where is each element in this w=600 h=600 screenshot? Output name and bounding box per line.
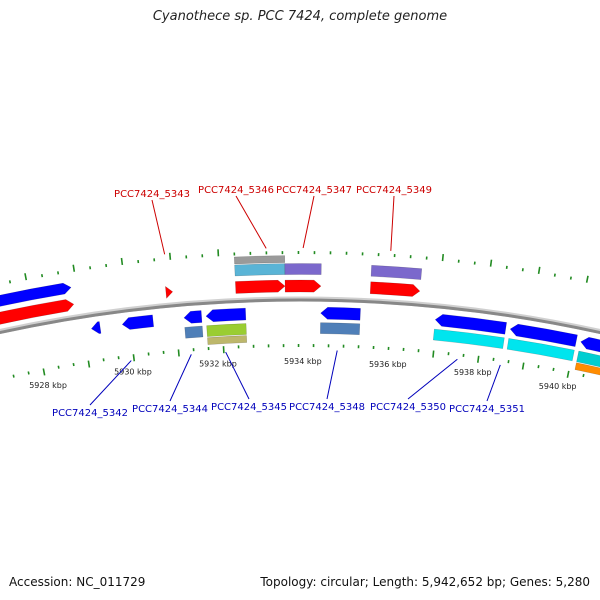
leader-line xyxy=(151,199,166,255)
gene-feature xyxy=(206,323,247,337)
gene-feature xyxy=(184,325,204,339)
inner-tick xyxy=(566,370,570,378)
leader-line xyxy=(302,195,315,249)
outer-tick xyxy=(553,273,556,277)
gene-feature xyxy=(205,307,247,322)
inner-tick xyxy=(57,365,60,369)
genome-summary: Topology: circular; Length: 5,942,652 bp… xyxy=(260,575,590,589)
gene-feature xyxy=(0,299,75,325)
inner-tick xyxy=(552,367,555,372)
gene-feature xyxy=(235,279,286,294)
accession-text: Accession: NC_011729 xyxy=(9,575,146,589)
inner-tick xyxy=(476,355,480,363)
inner-tick xyxy=(12,374,15,378)
inner-tick xyxy=(582,373,585,378)
label-layer: PCC7424_5343 PCC7424_5346 PCC7424_5347 PCC7… xyxy=(52,185,525,419)
outer-tick xyxy=(489,259,493,267)
backbone-layer xyxy=(0,296,600,335)
outer-tick xyxy=(168,252,172,260)
ruler-tick-label: 5928 kbp xyxy=(29,381,67,390)
outer-tick xyxy=(537,266,541,274)
ruler-tick-label: 5940 kbp xyxy=(539,382,577,391)
leader-line xyxy=(486,364,501,402)
inner-tick xyxy=(432,350,435,358)
gene-label-top: PCC7424_5343 xyxy=(114,189,190,200)
gene-feature xyxy=(233,255,286,265)
gene-feature xyxy=(207,335,248,345)
leader-line xyxy=(390,195,395,251)
leader-line xyxy=(235,195,267,249)
gene-label-bottom: PCC7424_5342 xyxy=(52,408,128,419)
gene-feature xyxy=(121,314,154,330)
gene-feature xyxy=(90,321,102,334)
leader-line xyxy=(407,358,458,400)
inner-tick xyxy=(42,368,46,376)
inner-tick xyxy=(537,365,540,369)
inner-tick xyxy=(72,362,75,367)
outer-tick xyxy=(120,257,124,266)
outer-tick xyxy=(40,274,44,278)
feature-layer xyxy=(0,255,600,376)
gene-feature xyxy=(183,310,203,324)
gene-feature xyxy=(284,263,322,275)
inner-tick xyxy=(87,360,91,368)
ruler-tick-label: 5932 kbp xyxy=(199,360,237,369)
gene-feature xyxy=(369,281,421,297)
gene-label-bottom: PCC7424_5345 xyxy=(211,402,287,413)
gene-feature xyxy=(432,328,505,349)
ruler-tick-label: 5934 kbp xyxy=(284,357,322,366)
gene-label-bottom: PCC7424_5348 xyxy=(289,402,365,413)
gene-feature xyxy=(580,337,600,353)
leader-line xyxy=(89,360,132,406)
gene-label-bottom: PCC7424_5351 xyxy=(449,404,525,415)
gene-feature xyxy=(0,282,72,307)
leader-line xyxy=(225,351,250,400)
outer-tick xyxy=(24,273,28,281)
ruler-tick-label: 5938 kbp xyxy=(454,368,492,377)
tick-layer: 5928 kbp 5930 kbp 5932 kbp 5934 kbp 5936 kbp… xyxy=(8,249,589,391)
leader-line xyxy=(169,354,192,402)
gene-feature xyxy=(434,314,507,335)
inner-tick xyxy=(521,362,525,370)
outer-tick xyxy=(57,271,60,275)
outer-tick xyxy=(585,275,589,283)
gene-feature xyxy=(509,323,578,347)
gene-feature xyxy=(574,362,600,376)
map-title: Cyanothece sp. PCC 7424, complete genome xyxy=(152,9,448,24)
ruler-tick-label: 5930 kbp xyxy=(114,367,152,376)
gene-feature xyxy=(320,307,361,321)
outer-tick xyxy=(72,264,76,272)
gene-feature xyxy=(284,279,322,293)
gene-label-bottom: PCC7424_5350 xyxy=(370,402,446,413)
gene-label-bottom: PCC7424_5344 xyxy=(132,404,208,415)
leader-line xyxy=(326,350,338,400)
gene-feature xyxy=(234,263,286,277)
gene-feature xyxy=(576,350,600,368)
backbone xyxy=(0,298,600,335)
inner-tick xyxy=(132,354,136,362)
gene-feature xyxy=(320,322,361,336)
outer-tick xyxy=(441,253,445,262)
gene-feature xyxy=(370,265,423,280)
gene-feature xyxy=(506,338,575,362)
gene-label-top: PCC7424_5347 xyxy=(276,185,352,196)
gene-label-top: PCC7424_5349 xyxy=(356,185,432,196)
ruler-tick-label: 5936 kbp xyxy=(369,360,407,369)
gene-label-top: PCC7424_5346 xyxy=(198,185,274,196)
inner-tick xyxy=(27,371,30,375)
gene-feature xyxy=(165,285,174,299)
outer-tick xyxy=(8,280,12,284)
inner-tick xyxy=(177,349,180,357)
outer-tick xyxy=(569,276,572,280)
